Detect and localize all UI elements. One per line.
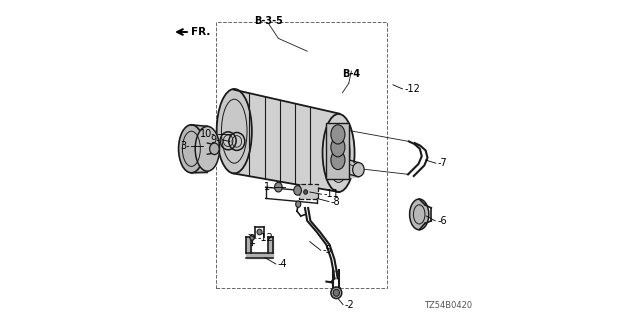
Text: 10-: 10- [200, 129, 216, 139]
Text: -8: -8 [331, 196, 340, 207]
Ellipse shape [210, 143, 220, 155]
Text: -12: -12 [404, 84, 420, 94]
Ellipse shape [179, 125, 204, 173]
Ellipse shape [331, 287, 342, 299]
Text: -6: -6 [437, 216, 447, 226]
Text: -7: -7 [438, 158, 447, 168]
Ellipse shape [333, 289, 340, 296]
Text: -4: -4 [278, 259, 287, 269]
Text: B-4: B-4 [342, 69, 360, 79]
Polygon shape [246, 237, 251, 253]
Ellipse shape [195, 126, 220, 171]
Polygon shape [246, 253, 273, 258]
Ellipse shape [331, 125, 345, 144]
Text: -5: -5 [323, 245, 332, 255]
Ellipse shape [275, 182, 282, 192]
Bar [326, 123, 349, 179]
Text: 1-: 1- [264, 182, 273, 192]
Ellipse shape [323, 114, 355, 192]
Ellipse shape [216, 89, 252, 173]
Text: -2: -2 [345, 300, 355, 310]
Bar [300, 184, 317, 199]
Text: 3-: 3- [180, 140, 189, 151]
Ellipse shape [294, 186, 301, 195]
Ellipse shape [331, 150, 345, 170]
Text: TZ54B0420: TZ54B0420 [424, 301, 472, 310]
Ellipse shape [410, 199, 429, 230]
Ellipse shape [250, 235, 255, 240]
Bar [216, 22, 387, 288]
Text: -12: -12 [258, 233, 274, 244]
Text: FR.: FR. [191, 27, 211, 37]
Ellipse shape [353, 163, 364, 177]
Polygon shape [268, 237, 273, 253]
Ellipse shape [296, 201, 301, 207]
Text: B-3-5: B-3-5 [254, 16, 284, 26]
Ellipse shape [257, 229, 262, 235]
Text: 9-: 9- [211, 135, 220, 145]
Ellipse shape [304, 190, 308, 194]
Ellipse shape [331, 138, 345, 157]
Text: -11: -11 [323, 189, 339, 199]
